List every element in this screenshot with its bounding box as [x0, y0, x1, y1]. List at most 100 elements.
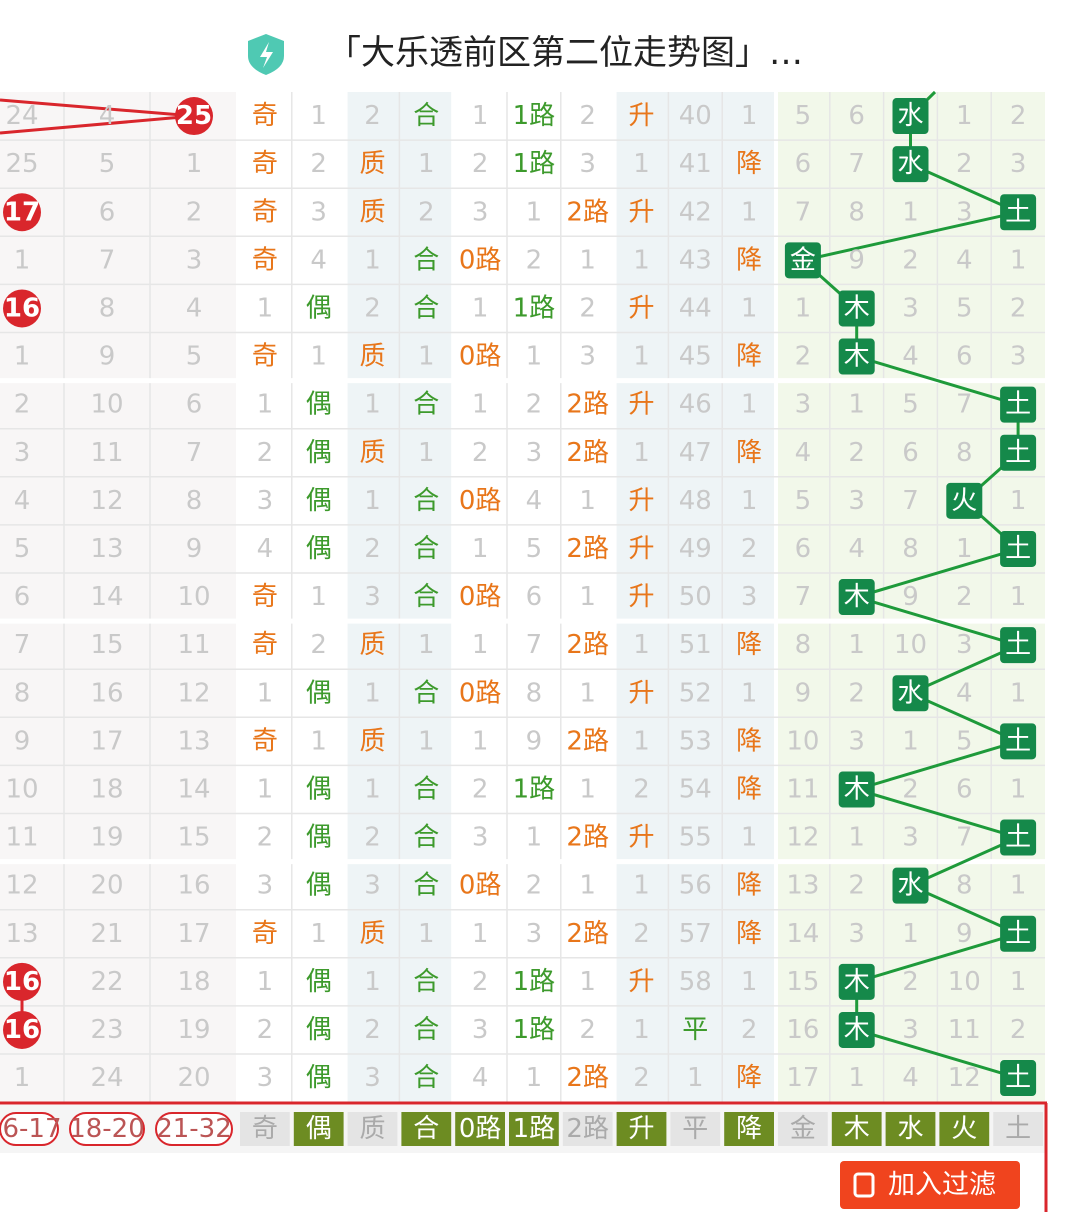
- element-marker: [1000, 1060, 1037, 1097]
- filter-chip[interactable]: [401, 1112, 452, 1146]
- cell-text: 2: [848, 438, 865, 468]
- cell-text: 41: [679, 149, 712, 179]
- filter-chip[interactable]: [778, 1112, 828, 1146]
- filter-chip[interactable]: [993, 1112, 1043, 1146]
- cell-text: 1: [310, 726, 327, 756]
- cell-text: 9: [186, 534, 203, 564]
- cell-text: 3: [472, 1015, 489, 1045]
- cell-text: 1: [257, 774, 274, 804]
- filter-chip[interactable]: [670, 1112, 721, 1146]
- cell-text: 40: [679, 101, 712, 131]
- cell-text: 4: [310, 245, 327, 275]
- cell-text: 1: [579, 582, 596, 612]
- filter-chip[interactable]: [616, 1112, 667, 1146]
- cell-text: 4: [848, 534, 865, 564]
- filter-chip[interactable]: [724, 1112, 774, 1146]
- cell-text: 合: [413, 871, 439, 901]
- cell-text: 奇: [252, 630, 278, 660]
- filter-row: 6-17 18-20 21-32 奇偶质合 0路 1路 2路升平降金木水火土: [0, 1105, 1045, 1153]
- cell-text: 15: [177, 823, 210, 853]
- cell-text: 10: [5, 774, 38, 804]
- cell-text: 偶: [306, 871, 332, 901]
- cell-text: 1: [741, 678, 758, 708]
- element-label: 土: [1005, 1063, 1031, 1093]
- cell-text: 13: [5, 919, 38, 949]
- cell-text: 4: [257, 534, 274, 564]
- element-label: 土: [1005, 726, 1031, 756]
- element-trend-line: [799, 90, 1023, 1080]
- cell-text: 1: [472, 390, 489, 420]
- cell-text: 3: [848, 919, 865, 949]
- cell-text: 1: [579, 967, 596, 997]
- cell-text: 48: [679, 486, 712, 516]
- range-pill[interactable]: [155, 1112, 233, 1146]
- range-pill[interactable]: [0, 1112, 59, 1146]
- cell-text: 质: [359, 726, 385, 756]
- cell-text: 11: [90, 438, 123, 468]
- cell-text: 12: [90, 486, 123, 516]
- filter-chip[interactable]: [347, 1112, 398, 1146]
- cell-text: 1: [1010, 582, 1027, 612]
- filter-chip[interactable]: [293, 1112, 344, 1146]
- cell-text: 2: [418, 197, 435, 227]
- cell-text: 8: [795, 630, 812, 660]
- cell-text: 3: [848, 726, 865, 756]
- filter-label: 木: [844, 1114, 870, 1144]
- element-label: 土: [1005, 390, 1031, 420]
- cell-text: 升: [628, 197, 654, 227]
- cell-text: 49: [679, 534, 712, 564]
- cell-text: 0路: [459, 678, 502, 708]
- filter-chip[interactable]: [240, 1112, 290, 1146]
- filter-chip[interactable]: [509, 1112, 559, 1146]
- cell-text: 1: [364, 486, 381, 516]
- ball-label: 25: [176, 101, 212, 131]
- cell-text: 2: [310, 149, 327, 179]
- cell-text: 13: [786, 871, 819, 901]
- filter-chip[interactable]: [885, 1112, 936, 1146]
- cell-text: 51: [679, 630, 712, 660]
- element-label: 火: [951, 486, 977, 516]
- filter-chip[interactable]: [939, 1112, 990, 1146]
- element-label: 水: [897, 101, 923, 131]
- cell-text: 1: [579, 678, 596, 708]
- element-label: 土: [1005, 919, 1031, 949]
- cell-text: 降: [736, 871, 762, 901]
- filter-label: 奇: [252, 1114, 278, 1144]
- cell-text: 3: [1010, 342, 1027, 372]
- cell-text: 3: [795, 390, 812, 420]
- filter-chip[interactable]: [831, 1112, 882, 1146]
- filter-chip[interactable]: [455, 1112, 505, 1146]
- cell-text: 1: [579, 245, 596, 275]
- number-ball: [3, 962, 41, 1001]
- element-label: 水: [897, 678, 923, 708]
- cell-text: 升: [628, 390, 654, 420]
- cell-text: 10: [90, 390, 123, 420]
- cell-text: 8: [902, 534, 919, 564]
- cell-text: 15: [786, 967, 819, 997]
- cell-text: 2: [956, 149, 973, 179]
- filter-chip[interactable]: [562, 1112, 613, 1146]
- cell-text: 2路: [566, 534, 609, 564]
- add-filter-button[interactable]: [840, 1161, 1020, 1209]
- cell-text: 6: [795, 534, 812, 564]
- cell-text: 1: [364, 245, 381, 275]
- cell-text: 偶: [306, 774, 332, 804]
- cell-text: 2: [526, 871, 543, 901]
- cell-text: 14: [786, 919, 819, 949]
- range-pill[interactable]: [69, 1112, 145, 1146]
- cell-text: 7: [795, 582, 812, 612]
- cell-text: 9: [848, 245, 865, 275]
- cell-text: 8: [848, 197, 865, 227]
- cell-text: 合: [413, 486, 439, 516]
- cell-text: 4: [14, 486, 31, 516]
- cell-text: 平: [682, 1015, 708, 1045]
- filter-label: 土: [1005, 1114, 1031, 1144]
- cell-text: 0路: [459, 245, 502, 275]
- filter-label: 18-20: [69, 1114, 145, 1144]
- cell-text: 升: [628, 967, 654, 997]
- element-label: 土: [1005, 438, 1031, 468]
- cell-text: 1: [364, 774, 381, 804]
- cell-text: 合: [413, 678, 439, 708]
- cell-text: 56: [679, 871, 712, 901]
